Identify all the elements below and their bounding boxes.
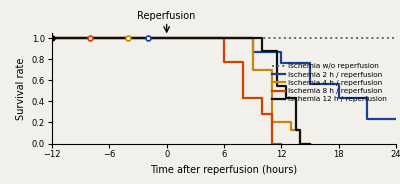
Ischemia 2 h / reperfusion: [308, 82, 312, 85]
Ischemia 12 h / reperfusion: [164, 37, 169, 40]
Ischemia 4 h / reperfusion: [250, 37, 255, 40]
Ischemia 4 h / reperfusion: [164, 37, 169, 40]
Ischemia 12 h / reperfusion: [298, 142, 303, 145]
Ischemia 2 h / reperfusion: [279, 61, 284, 64]
Ischemia 2 h / reperfusion: [279, 51, 284, 53]
Legend: Ischemia w/o reperfusion, Ischemia 2 h / reperfusion, Ischemia 4 h / reperfusion: Ischemia w/o reperfusion, Ischemia 2 h /…: [269, 60, 389, 105]
Ischemia 2 h / reperfusion: [50, 37, 54, 40]
Ischemia 2 h / reperfusion: [336, 97, 341, 99]
Ischemia 8 h / reperfusion: [164, 37, 169, 40]
Ischemia 2 h / reperfusion: [365, 118, 370, 121]
Ischemia 4 h / reperfusion: [50, 37, 54, 40]
Ischemia 12 h / reperfusion: [274, 85, 279, 87]
Y-axis label: Survival rate: Survival rate: [16, 57, 26, 119]
Ischemia 4 h / reperfusion: [250, 69, 255, 71]
Ischemia 2 h / reperfusion: [336, 82, 341, 85]
Ischemia 8 h / reperfusion: [279, 142, 284, 145]
Ischemia 8 h / reperfusion: [50, 37, 54, 40]
Text: Reperfusion: Reperfusion: [138, 10, 196, 20]
Ischemia 8 h / reperfusion: [241, 97, 246, 99]
Ischemia 8 h / reperfusion: [241, 60, 246, 63]
Line: Ischemia 8 h / reperfusion: Ischemia 8 h / reperfusion: [52, 38, 281, 144]
Ischemia 2 h / reperfusion: [164, 37, 169, 40]
Ischemia 12 h / reperfusion: [284, 97, 288, 99]
Ischemia 8 h / reperfusion: [222, 60, 226, 63]
X-axis label: Time after reperfusion (hours): Time after reperfusion (hours): [150, 165, 298, 175]
Ischemia 8 h / reperfusion: [260, 97, 265, 99]
Ischemia 2 h / reperfusion: [365, 97, 370, 99]
Ischemia 8 h / reperfusion: [222, 37, 226, 40]
Ischemia 12 h / reperfusion: [274, 50, 279, 52]
Ischemia 4 h / reperfusion: [288, 129, 293, 131]
Ischemia 12 h / reperfusion: [298, 129, 303, 131]
Ischemia 12 h / reperfusion: [293, 129, 298, 131]
Ischemia 2 h / reperfusion: [250, 51, 255, 53]
Ischemia 2 h / reperfusion: [250, 37, 255, 40]
Ischemia 12 h / reperfusion: [293, 97, 298, 99]
Ischemia 4 h / reperfusion: [269, 69, 274, 71]
Line: Ischemia 4 h / reperfusion: Ischemia 4 h / reperfusion: [52, 38, 310, 144]
Ischemia 4 h / reperfusion: [288, 121, 293, 124]
Ischemia 8 h / reperfusion: [269, 113, 274, 115]
Ischemia 12 h / reperfusion: [50, 37, 54, 40]
Line: Ischemia 12 h / reperfusion: Ischemia 12 h / reperfusion: [52, 38, 310, 144]
Ischemia 12 h / reperfusion: [308, 142, 312, 145]
Ischemia 4 h / reperfusion: [269, 121, 274, 124]
Line: Ischemia 2 h / reperfusion: Ischemia 2 h / reperfusion: [52, 38, 396, 119]
Ischemia 2 h / reperfusion: [308, 61, 312, 64]
Ischemia 12 h / reperfusion: [284, 85, 288, 87]
Ischemia 8 h / reperfusion: [269, 142, 274, 145]
Ischemia 4 h / reperfusion: [298, 129, 303, 131]
Ischemia 4 h / reperfusion: [298, 142, 303, 145]
Ischemia 12 h / reperfusion: [260, 50, 265, 52]
Ischemia 8 h / reperfusion: [260, 113, 265, 115]
Ischemia 12 h / reperfusion: [260, 37, 265, 40]
Ischemia 4 h / reperfusion: [308, 142, 312, 145]
Ischemia 2 h / reperfusion: [394, 118, 398, 121]
